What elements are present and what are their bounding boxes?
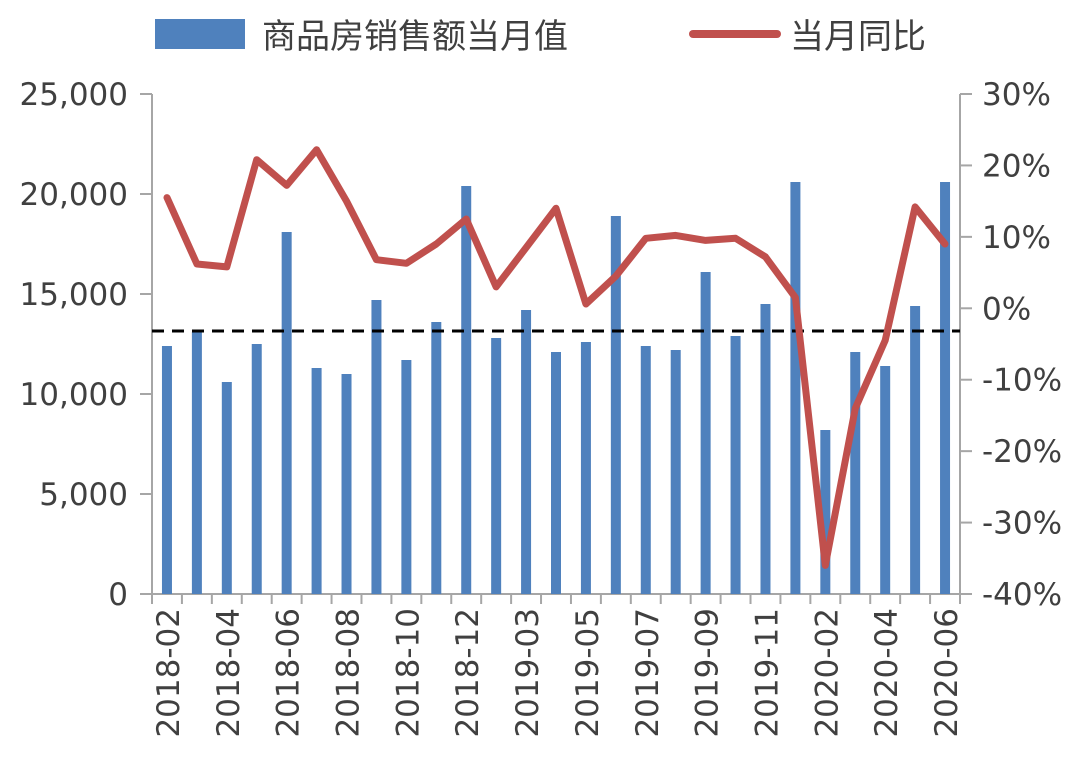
bar: [431, 322, 442, 594]
bar: [401, 360, 412, 594]
right-axis-tick-label: 10%: [982, 220, 1051, 256]
right-axis-tick-label: 20%: [982, 148, 1051, 184]
right-axis-tick-label: -40%: [982, 577, 1062, 613]
bar: [461, 186, 472, 594]
bar: [880, 366, 891, 594]
x-axis-tick-label: 2019-03: [510, 608, 546, 738]
bar: [221, 382, 232, 594]
x-axis-tick-label: 2019-07: [630, 608, 666, 738]
right-axis-tick-label: 0%: [982, 291, 1031, 327]
bar: [191, 332, 202, 594]
right-axis-tick-label: -20%: [982, 434, 1062, 470]
legend-bar-swatch: [155, 19, 245, 49]
x-axis-tick-label: 2018-02: [151, 608, 187, 738]
x-axis-tick-label: 2018-04: [211, 608, 247, 738]
right-axis-tick-label: -30%: [982, 506, 1062, 542]
bar: [670, 350, 681, 594]
bar: [760, 304, 771, 594]
x-axis-tick-label: 2020-06: [929, 608, 965, 738]
right-axis-tick-label: -10%: [982, 363, 1062, 399]
x-axis-tick-label: 2019-05: [570, 608, 606, 738]
legend-bar-label: 商品房销售额当月值: [262, 17, 568, 57]
right-axis-tick-label: 30%: [982, 77, 1051, 113]
legend: 商品房销售额当月值 当月同比: [155, 17, 926, 57]
bar: [521, 310, 532, 594]
bar: [311, 368, 322, 594]
bars: [161, 182, 951, 594]
left-axis-tick-label: 10,000: [20, 377, 128, 413]
bar: [910, 306, 921, 594]
x-axis-tick-label: 2020-02: [809, 608, 845, 738]
bar: [580, 342, 591, 594]
tick-labels: 0 5,000 10,000 15,000 20,000 25,000 -40% -30% -2…: [20, 77, 1063, 738]
bar: [730, 336, 741, 594]
left-axis-tick-label: 5,000: [39, 477, 128, 513]
bar: [850, 352, 861, 594]
line-series-group: [163, 146, 949, 569]
bar: [251, 344, 262, 594]
x-axis-tick-label: 2018-08: [331, 608, 367, 738]
x-axis-tick-label: 2019-11: [749, 608, 785, 738]
line-series-yoy: [163, 146, 949, 569]
bar: [820, 430, 831, 594]
bar: [341, 374, 352, 594]
bar: [491, 338, 502, 594]
bar: [700, 272, 711, 594]
legend-line-label: 当月同比: [790, 17, 926, 57]
left-axis-tick-label: 0: [108, 577, 128, 613]
x-axis-tick-label: 2020-04: [869, 608, 905, 738]
x-axis-tick-label: 2019-09: [690, 608, 726, 738]
x-axis-tick-label: 2018-06: [271, 608, 307, 738]
bar: [281, 232, 292, 594]
x-axis-tick-label: 2018-12: [450, 608, 486, 738]
left-axis-tick-label: 25,000: [20, 77, 128, 113]
bar: [371, 300, 382, 594]
left-axis-tick-label: 15,000: [20, 277, 128, 313]
left-axis-tick-label: 20,000: [20, 177, 128, 213]
bar: [940, 182, 951, 594]
bar: [161, 346, 172, 594]
bar: [551, 352, 561, 594]
x-axis-tick-label: 2018-10: [390, 608, 426, 738]
bar: [790, 182, 801, 594]
bar: [640, 346, 651, 594]
bar: [610, 216, 621, 594]
